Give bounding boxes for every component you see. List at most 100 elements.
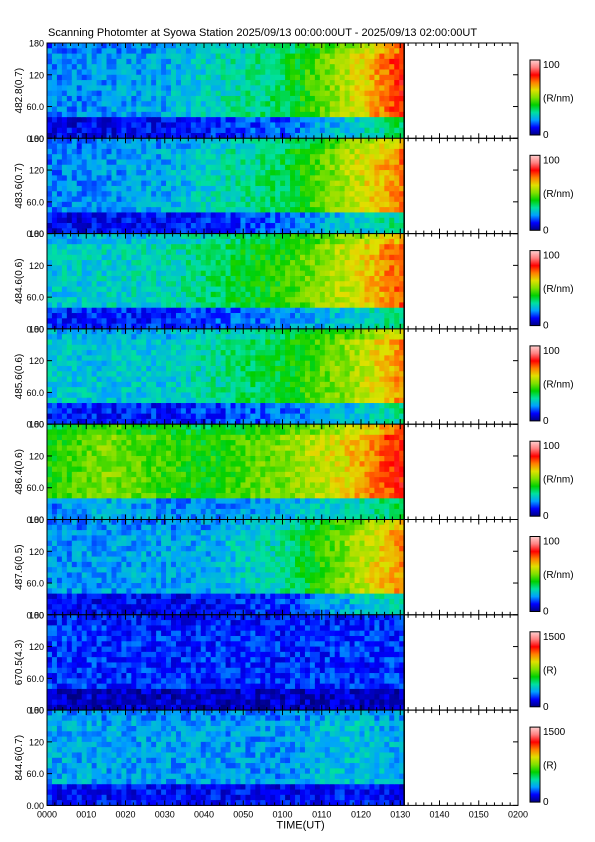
x-tick-label: 0150 [469,809,489,819]
heatmap-5 [47,424,405,521]
colorbar-max-label: 100 [543,251,560,262]
y-tick-label: 120 [29,642,44,652]
y-tick-label: 0.00 [26,801,44,811]
colorbar-max-label: 100 [543,537,560,548]
y-tick-label: 0.00 [26,610,44,620]
y-tick-label: 180 [29,610,44,620]
x-tick-label: 0040 [194,809,214,819]
panel-label: 487.6(0.5) [14,544,25,590]
heatmap-2 [47,138,405,235]
colorbar-min-label: 0 [543,511,549,522]
colorbar [529,440,541,517]
y-tick-label: 120 [29,356,44,366]
y-tick-label: 60.0 [26,102,44,112]
x-tick-label: 0120 [351,809,371,819]
colorbar-unit-label: (R) [543,665,557,676]
y-tick-label: 180 [29,229,44,239]
colorbar-unit-label: (R/nm) [543,475,574,486]
panel-3: 0.00 60.0 120 180 484.6(0.6) 100 0 (R/nm) [14,229,574,334]
y-tick-label: 60.0 [26,388,44,398]
colorbar-max-label: 100 [543,346,560,357]
y-tick-label: 0.00 [26,515,44,525]
colorbar-min-label: 0 [543,607,549,618]
colorbar [529,345,541,422]
heatmap-8 [47,710,405,806]
panel-8: 0.00 60.0 120 180 844.6(0.7) 1500 0 (R) [14,706,566,811]
heatmap-3 [47,233,405,330]
x-tick-label: 0030 [155,809,175,819]
chart-title: Scanning Photomter at Syowa Station 2025… [48,27,478,39]
y-tick-label: 60.0 [26,579,44,589]
y-tick-label: 180 [29,324,44,334]
panel-label: 844.6(0.7) [14,735,25,781]
colorbar-unit-label: (R/nm) [543,570,574,581]
x-tick-label: 0130 [390,809,410,819]
colorbar-max-label: 100 [543,155,560,166]
y-tick-label: 60.0 [26,483,44,493]
heatmap-4 [47,328,405,425]
colorbar [529,536,541,612]
panel-1: 0.00 60.0 120 180 482.8(0.7) 100 0 (R/nm) [14,39,574,144]
x-tick-label: 0200 [508,809,528,819]
y-tick-label: 60.0 [26,769,44,779]
y-tick-label: 120 [29,737,44,747]
panel-label: 484.6(0.6) [14,258,25,304]
x-axis-label: TIME(UT) [276,819,324,831]
y-tick-label: 60.0 [26,674,44,684]
panel-label: 482.8(0.7) [14,68,25,114]
y-tick-label: 180 [29,420,44,430]
colorbar-min-label: 0 [543,702,549,713]
y-tick-label: 60.0 [26,293,44,303]
colorbar-unit-label: (R/nm) [543,379,574,390]
y-tick-label: 0.00 [26,706,44,716]
x-tick-label: 0020 [115,809,135,819]
panel-label: 483.6(0.7) [14,163,25,209]
colorbar-min-label: 0 [543,225,549,236]
colorbar-max-label: 100 [543,60,560,71]
colorbar-max-label: 1500 [543,632,566,643]
panel-5: 0.00 60.0 120 180 486.4(0.6) 100 0 (R/nm) [14,420,574,525]
colorbar [529,631,541,708]
colorbar [529,59,541,136]
x-tick-label: 0050 [233,809,253,819]
panel-6: 0.00 60.0 120 180 487.6(0.5) 100 0 (R/nm) [14,515,574,620]
colorbar-min-label: 0 [543,416,549,427]
y-tick-label: 120 [29,451,44,461]
y-tick-label: 180 [29,706,44,716]
heatmap-1 [47,43,405,139]
y-tick-label: 180 [29,515,44,525]
x-tick-label: 0140 [429,809,449,819]
heatmap-7 [47,614,405,711]
heatmap-6 [47,519,405,616]
panel-2: 0.00 60.0 120 180 483.6(0.7) 100 0 (R/nm) [14,134,574,239]
colorbar-max-label: 1500 [543,727,566,738]
colorbar-unit-label: (R/nm) [543,94,574,105]
x-tick-label: 0100 [272,809,292,819]
colorbar [529,154,541,231]
colorbar-min-label: 0 [543,321,549,332]
x-tick-label: 0010 [76,809,96,819]
panel-4: 0.00 60.0 120 180 485.6(0.6) 100 0 (R/nm) [14,324,574,429]
y-tick-label: 60.0 [26,197,44,207]
y-tick-label: 0.00 [26,134,44,144]
y-tick-label: 120 [29,70,44,80]
panel-label: 485.6(0.6) [14,354,25,400]
x-tick-label: 0000 [37,809,57,819]
colorbar [529,250,541,327]
panel-label: 670.5(4.3) [14,640,25,686]
y-tick-label: 120 [29,166,44,176]
y-tick-label: 180 [29,134,44,144]
y-tick-label: 0.00 [26,229,44,239]
colorbar-unit-label: (R/nm) [543,284,574,295]
colorbar [529,726,541,803]
colorbar-min-label: 0 [543,130,549,141]
colorbar-max-label: 100 [543,441,560,452]
colorbar-min-label: 0 [543,797,549,808]
colorbar-unit-label: (R) [543,761,557,772]
y-tick-label: 0.00 [26,324,44,334]
y-tick-label: 180 [29,39,44,49]
panel-label: 486.4(0.6) [14,449,25,495]
panel-7: 0.00 60.0 120 180 670.5(4.3) 1500 0 (R) [14,610,566,715]
y-tick-label: 120 [29,261,44,271]
